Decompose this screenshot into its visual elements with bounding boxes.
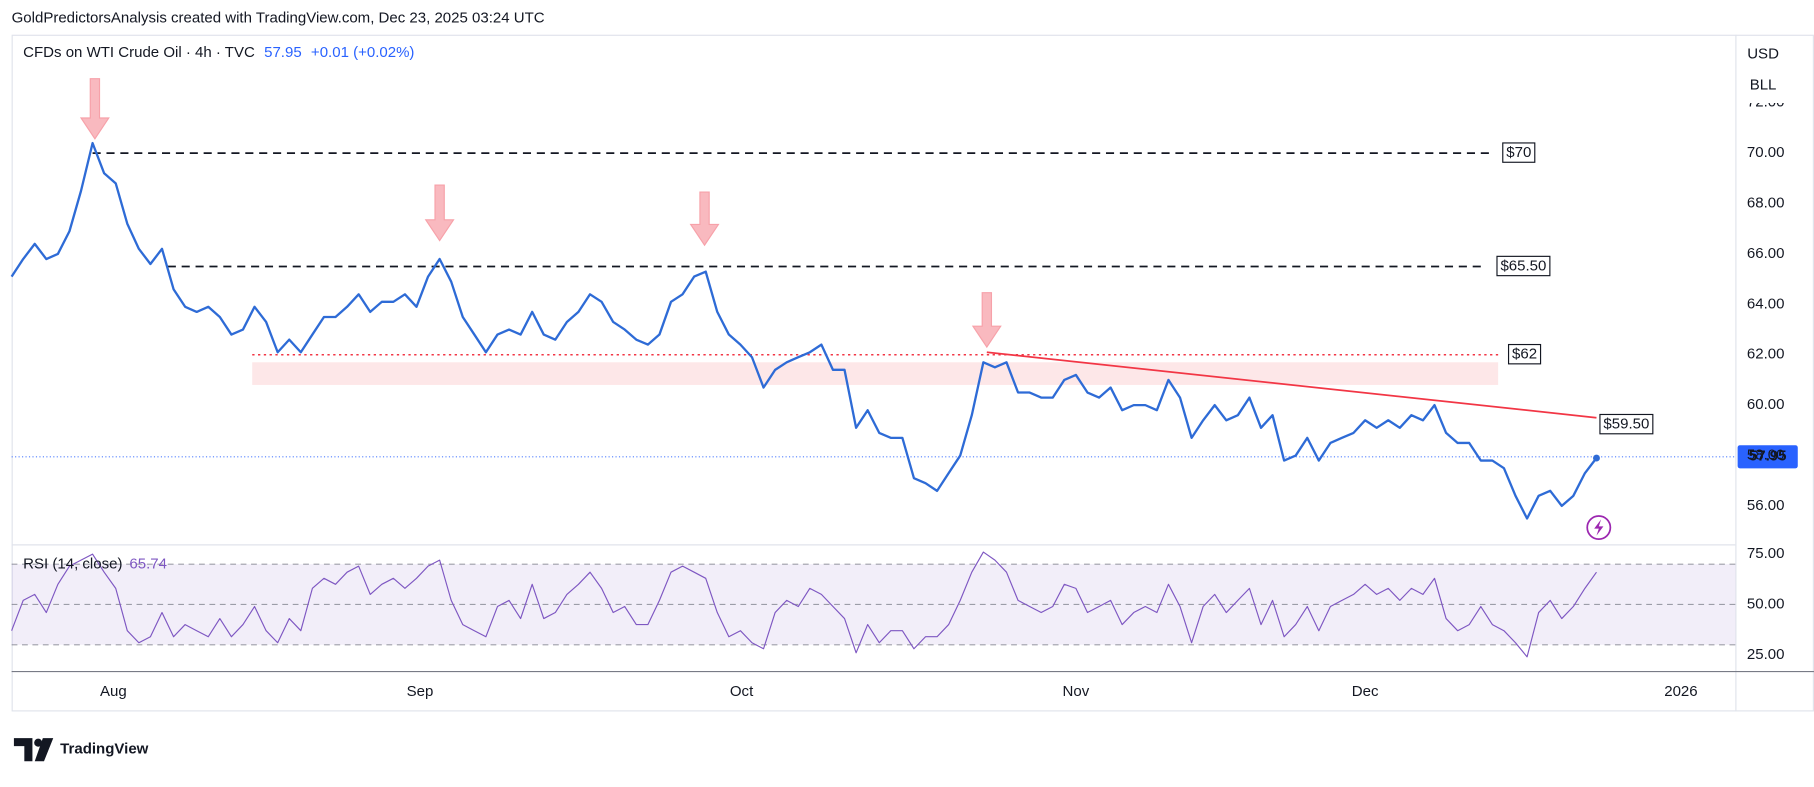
trendline-label-box [1599,413,1654,435]
last-point [1593,454,1600,462]
level-label-box [1502,142,1536,163]
rsi-band [11,564,1736,645]
level-label-box [1496,255,1551,277]
rsi-value: 65.74 [129,556,167,573]
logo-slash [34,738,54,762]
y-tick-label: 75.00 [1747,545,1785,562]
y-tick-label: 60.00 [1747,396,1785,413]
trendline-label-group: $59.50 [1599,413,1654,435]
rsi-name: RSI (14, close) [23,556,122,573]
level-label: $62 [1512,346,1537,363]
y-tick-label: 58.00 [1747,446,1785,463]
level-label-group: $65.50 [1496,255,1551,277]
price-tag-box [1737,445,1798,469]
y-tick-label: 62.00 [1747,346,1785,363]
x-tick-label: Sep [407,683,434,700]
level-label-group: $70 [1502,142,1536,163]
price-line [10,141,1598,520]
logo-mark [13,738,33,762]
brand: TradingView [60,741,148,758]
lightning-icon [1586,515,1612,540]
rsi-line [11,551,1597,658]
rsi-title: RSI (14, close) 65.74 [23,556,167,573]
x-tick-label: Oct [730,683,754,700]
trendline [986,351,1597,419]
symbol-title: CFDs on WTI Crude Oil · 4h · TVC 57.95 +0.… [23,44,414,61]
arrow [424,184,455,242]
icon-bolt [1594,519,1604,536]
zone [252,362,1499,385]
unit-box [1741,38,1794,103]
level-label: $65.50 [1500,258,1546,275]
unit: BLL [1750,77,1777,94]
arrow [971,292,1002,349]
header-price: 57.95 [264,44,302,61]
brand-logo: TradingView [13,738,149,762]
attribution: GoldPredictorsAnalysis created with Trad… [12,9,545,26]
trendline-label: $59.50 [1603,416,1649,433]
y-tick-label: 56.00 [1747,497,1785,514]
x-tick-label: 2026 [1664,683,1697,700]
y-tick-label: 64.00 [1747,295,1785,312]
price-tag: 57.95 [1749,448,1787,465]
y-tick-label: 50.00 [1747,595,1785,612]
x-tick-label: Dec [1352,683,1379,700]
level-label: $70 [1506,144,1531,161]
plot-layer: $70 $65.50 $62 $59.50 57.95 56.00 58.00 60.00 62… [10,44,1798,700]
currency: USD [1747,45,1779,62]
level-label-group: $62 [1507,343,1542,365]
arrow [689,191,720,247]
y-tick-label: 70.00 [1747,144,1785,161]
chart-frame [11,34,1814,712]
y-tick-label: 68.00 [1747,195,1785,212]
y-tick-label: 25.00 [1747,646,1785,663]
x-tick-label: Nov [1063,683,1090,700]
symbol-name: CFDs on WTI Crude Oil · 4h · TVC [23,44,255,61]
header-change: +0.01 (+0.02%) [311,44,415,61]
logo-dot [34,738,43,747]
level-label-box [1507,343,1542,365]
y-tick-label: 66.00 [1747,245,1785,262]
x-tick-label: Aug [100,683,127,700]
arrow [79,78,110,140]
